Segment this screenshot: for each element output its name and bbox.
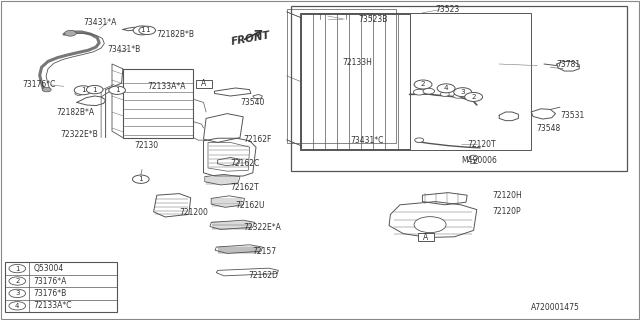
Text: 72133A*C: 72133A*C	[33, 301, 72, 310]
Text: 72162F: 72162F	[243, 135, 271, 144]
Bar	[291, 6, 627, 171]
Text: 72120T: 72120T	[467, 140, 496, 149]
Circle shape	[9, 277, 26, 285]
Circle shape	[133, 26, 151, 35]
Text: 73431*A: 73431*A	[83, 18, 116, 27]
Text: 1: 1	[92, 87, 97, 92]
Text: 72133H: 72133H	[342, 58, 372, 67]
Text: 72162T: 72162T	[230, 183, 259, 192]
Text: 721200: 721200	[179, 208, 208, 217]
Text: 73431*B: 73431*B	[108, 45, 141, 54]
Circle shape	[414, 217, 446, 233]
Text: A720001475: A720001475	[531, 303, 580, 312]
Circle shape	[109, 86, 125, 94]
Bar	[5, 262, 117, 312]
Bar	[196, 80, 211, 88]
Circle shape	[86, 85, 103, 94]
Text: A: A	[423, 233, 428, 242]
Circle shape	[469, 155, 478, 160]
Text: 2: 2	[420, 82, 426, 87]
Bar	[300, 13, 531, 150]
Text: 72162D: 72162D	[248, 271, 278, 280]
Circle shape	[440, 92, 449, 96]
Circle shape	[437, 84, 455, 93]
Text: 73548: 73548	[536, 124, 561, 132]
Circle shape	[9, 264, 26, 273]
Bar	[418, 234, 434, 242]
Text: 73540: 73540	[240, 98, 264, 107]
Text: 2: 2	[471, 94, 476, 100]
Text: 73176*B: 73176*B	[33, 289, 67, 298]
Circle shape	[413, 89, 425, 95]
Text: 1: 1	[115, 87, 120, 93]
Text: 72322E*A: 72322E*A	[243, 223, 281, 232]
Circle shape	[423, 88, 435, 94]
Circle shape	[75, 92, 83, 95]
Text: 73523: 73523	[435, 5, 460, 14]
Circle shape	[139, 26, 156, 35]
Text: 73781: 73781	[557, 60, 581, 68]
Text: 2: 2	[15, 278, 19, 284]
Circle shape	[465, 92, 483, 101]
Bar	[123, 69, 193, 138]
Text: 1: 1	[15, 266, 20, 272]
Text: FRONT: FRONT	[230, 30, 271, 47]
Circle shape	[9, 289, 26, 298]
Text: 1: 1	[145, 28, 150, 33]
Text: 72162U: 72162U	[236, 201, 265, 210]
Bar	[287, 9, 396, 143]
Text: 72182B*B: 72182B*B	[157, 30, 195, 39]
Circle shape	[65, 30, 76, 36]
Text: 72120H: 72120H	[493, 191, 522, 200]
Text: 3: 3	[15, 291, 20, 296]
Text: 73523B: 73523B	[358, 15, 388, 24]
Text: 72120P: 72120P	[493, 207, 522, 216]
Circle shape	[42, 87, 51, 92]
Text: 73176*C: 73176*C	[22, 80, 56, 89]
Text: 4: 4	[15, 303, 19, 309]
Text: 73176*A: 73176*A	[33, 276, 67, 285]
Text: 72157: 72157	[253, 247, 277, 256]
Circle shape	[453, 94, 462, 98]
Text: 72130: 72130	[134, 141, 159, 150]
Circle shape	[414, 80, 432, 89]
Circle shape	[132, 175, 149, 183]
Text: A: A	[201, 79, 206, 88]
Text: 72133A*A: 72133A*A	[147, 82, 186, 91]
Text: 3: 3	[460, 89, 465, 95]
Text: 73431*C: 73431*C	[351, 136, 384, 145]
Circle shape	[9, 302, 26, 310]
Text: 1: 1	[81, 87, 86, 93]
Bar	[301, 14, 410, 149]
Circle shape	[415, 138, 424, 142]
Text: M490006: M490006	[461, 156, 497, 165]
Text: 1: 1	[138, 176, 143, 182]
Text: 73531: 73531	[560, 111, 584, 120]
Text: 1: 1	[140, 28, 145, 33]
Text: 72322E*B: 72322E*B	[61, 130, 99, 139]
Text: Q53004: Q53004	[33, 264, 63, 273]
Circle shape	[454, 88, 472, 97]
Circle shape	[74, 86, 92, 95]
Text: 72182B*A: 72182B*A	[56, 108, 95, 116]
Text: 4: 4	[444, 85, 449, 91]
Text: 72162C: 72162C	[230, 159, 260, 168]
